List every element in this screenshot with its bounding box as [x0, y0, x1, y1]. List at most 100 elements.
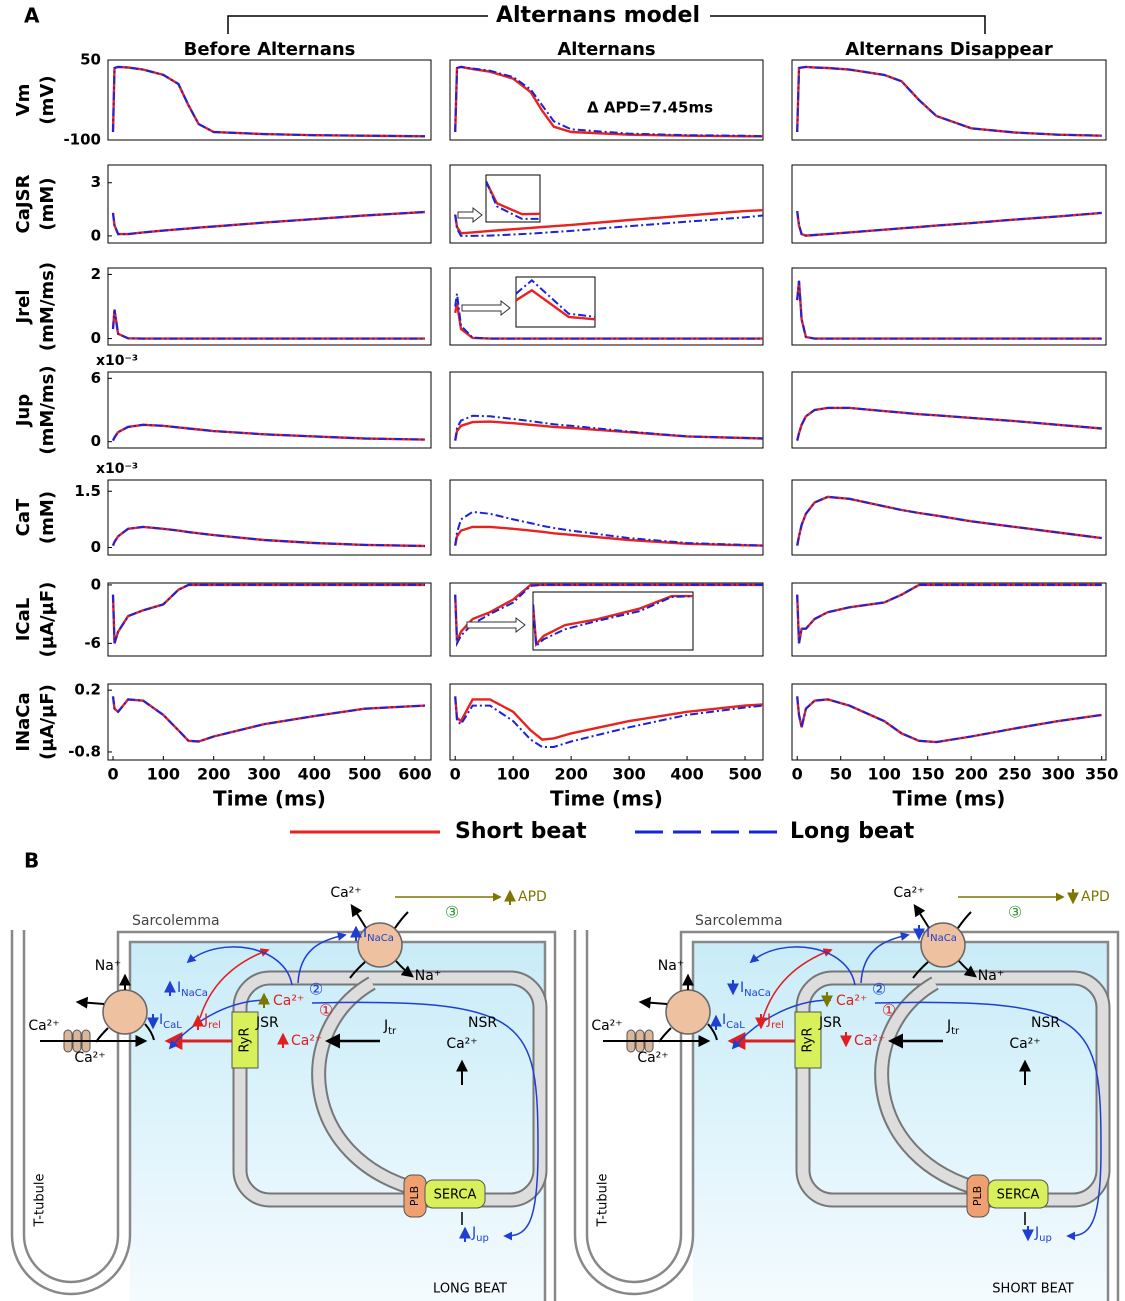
signal-arrow: [311, 1001, 539, 1241]
inset-arrow: [466, 616, 526, 634]
diagram-label: Jup: [471, 1225, 489, 1244]
sr-body: [797, 972, 1109, 1206]
inset-line: [486, 180, 540, 220]
y-tick-label: 50: [80, 51, 101, 69]
y-axis-label: (mM): [37, 177, 58, 230]
diagram-label: Na⁺: [95, 958, 121, 974]
diagram-label: Ca²⁺: [591, 1018, 622, 1034]
y-multiplier: x10⁻³: [96, 461, 138, 477]
series-line: [112, 423, 426, 442]
annotation: Δ APD=7.45ms: [587, 99, 713, 117]
diagram-label: SERCA: [434, 1188, 477, 1203]
diagram-label: ①: [882, 1001, 896, 1020]
x-tick-label: 0: [792, 765, 803, 784]
y-tick-label: 0: [91, 575, 101, 593]
serca: [424, 1179, 486, 1209]
plot-frame: [791, 164, 1107, 244]
y-axis-label: (mV): [37, 75, 58, 124]
exchanger: [920, 922, 966, 968]
diagram-label: Jtr: [946, 1018, 960, 1037]
x-tick-label: 50: [830, 765, 852, 784]
y-tick-label: -100: [63, 131, 101, 149]
series-line: [112, 696, 426, 743]
diagram-label: SERCA: [997, 1188, 1040, 1203]
y-axis-label: Jup: [13, 394, 34, 429]
diagram-label: PLB: [408, 1186, 421, 1206]
y-tick-label: 6: [91, 369, 101, 387]
series-line: [454, 696, 763, 748]
x-tick-label: 100: [496, 765, 529, 784]
panel-label: A: [24, 4, 40, 28]
title-bracket: [227, 15, 986, 34]
series-line: [454, 209, 763, 235]
figure-title: Alternans model: [496, 3, 700, 28]
x-tick-label: 100: [867, 765, 900, 784]
diagram-label: ①: [319, 1001, 333, 1020]
y-tick-label: 2: [91, 265, 101, 283]
series-line: [796, 696, 1102, 744]
inset-frame: [532, 591, 694, 651]
diagram-label: Ca²⁺: [893, 885, 924, 901]
flux-arrow: [75, 996, 105, 1009]
signal-arrow: [297, 932, 347, 984]
diagram-label: RyR: [238, 1027, 253, 1052]
legend-label: Long beat: [790, 819, 915, 844]
signal-arrow: [749, 946, 856, 986]
plot-frame: [449, 371, 764, 449]
series-line: [796, 280, 1102, 340]
serca: [987, 1179, 1049, 1209]
x-tick-label: 500: [348, 765, 381, 784]
y-axis-label: (mM): [37, 491, 58, 544]
plot-frame: [791, 59, 1107, 141]
plot-frame: [791, 267, 1107, 346]
diagram-label: ②: [309, 980, 323, 999]
nsr-body: [876, 978, 985, 1196]
x-tick-label: 300: [612, 765, 645, 784]
exchanger-leg: [912, 911, 972, 979]
series-line: [796, 406, 1102, 441]
x-tick-label: 150: [911, 765, 944, 784]
exchanger: [357, 922, 403, 968]
diagram-label: Ca²⁺: [330, 885, 361, 901]
x-tick-label: 350: [1085, 765, 1118, 784]
column-title: Alternans Disappear: [845, 39, 1053, 60]
diagram-label: Sarcolemma: [132, 913, 220, 929]
y-tick-label: 0: [91, 432, 101, 450]
plot-frame: [107, 479, 432, 556]
y-axis-label: (mM/ms): [37, 365, 58, 454]
column-title: Alternans: [557, 39, 655, 60]
series-line: [454, 525, 763, 547]
plot-frame: [791, 582, 1107, 657]
x-axis-label: Time (ms): [213, 787, 326, 811]
membrane: [573, 930, 1110, 1301]
plot-frame: [449, 59, 764, 141]
column-title: Before Alternans: [184, 39, 356, 60]
diagram-label: NSR: [468, 1015, 497, 1031]
flux-arrow: [958, 960, 977, 978]
y-axis-label: (µA/µF): [37, 582, 58, 658]
diagram-label: Ca²⁺: [637, 1050, 668, 1066]
diagram-label: ICaL: [722, 1012, 745, 1031]
series-line: [111, 309, 425, 340]
inset-line: [533, 595, 693, 648]
diagram-label: Ca²⁺: [74, 1050, 105, 1066]
membrane: [10, 930, 547, 1301]
release-arrow: [199, 948, 270, 1019]
flux-arrow: [395, 960, 414, 978]
x-tick-label: 0: [107, 765, 118, 784]
plot-frame: [107, 267, 432, 346]
diagram-label: APD: [1081, 889, 1110, 905]
diagram-label: T-tubule: [33, 1174, 48, 1228]
diagram-label: Jrel: [766, 1012, 784, 1031]
signal-arrow: [168, 999, 269, 1050]
series-line: [112, 525, 426, 547]
x-tick-label: 300: [1041, 765, 1074, 784]
x-tick-label: 100: [147, 765, 180, 784]
diagram-label: Jup: [1034, 1225, 1052, 1244]
diagram-label: JSR: [255, 1015, 279, 1031]
ryr: [794, 1011, 822, 1069]
signal-arrow: [186, 946, 293, 986]
diagram-label: Sarcolemma: [695, 913, 783, 929]
y-tick-label: 1.5: [74, 482, 101, 500]
